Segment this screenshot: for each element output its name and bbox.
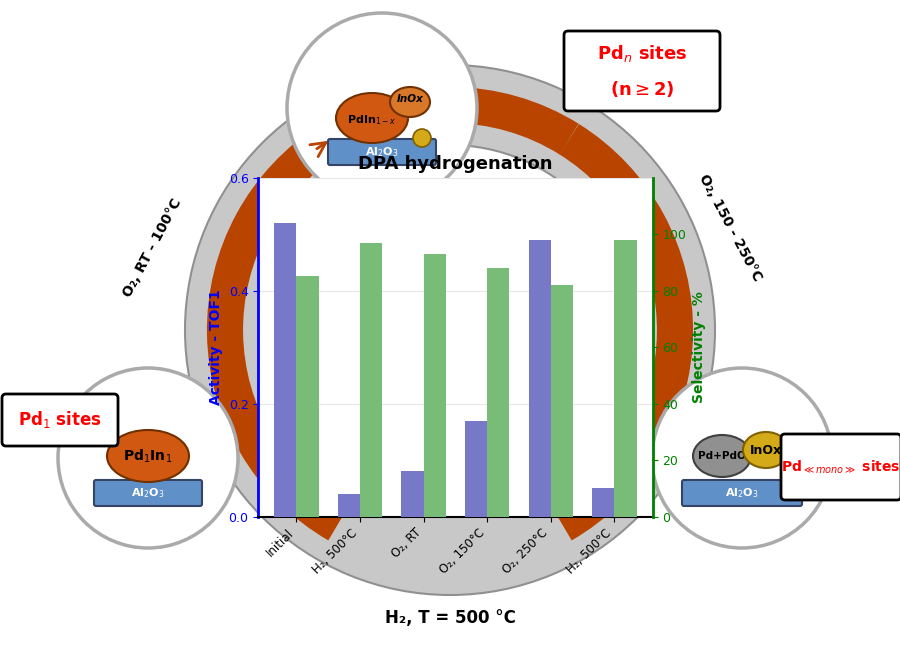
Text: Pd$_n$ sites: Pd$_n$ sites [597, 43, 688, 64]
Text: H₂, T = 500 °C: H₂, T = 500 °C [384, 609, 516, 627]
Y-axis label: Activity - TOF1: Activity - TOF1 [209, 290, 223, 405]
Bar [360, 243, 382, 517]
Text: InOx: InOx [750, 443, 782, 457]
Bar [424, 254, 446, 517]
Text: Pd+PdO: Pd+PdO [698, 451, 746, 461]
Text: PdIn$_{1-x}$: PdIn$_{1-x}$ [347, 113, 397, 127]
Text: (n$\geq$2): (n$\geq$2) [610, 79, 674, 99]
Ellipse shape [743, 432, 789, 468]
Ellipse shape [107, 430, 189, 482]
Bar [296, 276, 319, 517]
Ellipse shape [390, 87, 430, 117]
Circle shape [58, 368, 238, 548]
Bar [551, 285, 573, 517]
Text: O₂, RT - 100°C: O₂, RT - 100°C [120, 196, 184, 299]
Circle shape [652, 368, 832, 548]
Ellipse shape [336, 93, 408, 143]
Text: O₂, 150 - 250°C: O₂, 150 - 250°C [696, 172, 764, 284]
FancyBboxPatch shape [781, 434, 900, 500]
Bar [338, 494, 360, 517]
Text: Al$_2$O$_3$: Al$_2$O$_3$ [365, 145, 399, 159]
Bar [528, 240, 551, 517]
Bar [401, 471, 424, 517]
Text: Al$_2$O$_3$: Al$_2$O$_3$ [725, 486, 759, 500]
Bar [592, 488, 615, 517]
Text: Pd$_{\ll mono\gg}$ sites: Pd$_{\ll mono\gg}$ sites [781, 459, 900, 476]
Circle shape [413, 129, 431, 147]
FancyBboxPatch shape [328, 139, 436, 165]
Bar [465, 420, 487, 517]
Text: Pd$_1$In$_1$: Pd$_1$In$_1$ [123, 447, 173, 465]
FancyBboxPatch shape [564, 31, 720, 111]
Text: InOx: InOx [397, 94, 423, 104]
Bar [274, 223, 296, 517]
FancyBboxPatch shape [2, 394, 118, 446]
Text: Pd$_1$ sites: Pd$_1$ sites [18, 409, 102, 430]
Ellipse shape [693, 435, 751, 477]
Bar [487, 268, 509, 517]
Title: DPA hydrogenation: DPA hydrogenation [358, 155, 553, 173]
FancyBboxPatch shape [94, 480, 202, 506]
Y-axis label: Selectivity - %: Selectivity - % [692, 291, 706, 403]
Text: Al$_2$O$_3$: Al$_2$O$_3$ [131, 486, 165, 500]
Circle shape [287, 13, 477, 203]
FancyBboxPatch shape [682, 480, 802, 506]
Bar [615, 240, 636, 517]
